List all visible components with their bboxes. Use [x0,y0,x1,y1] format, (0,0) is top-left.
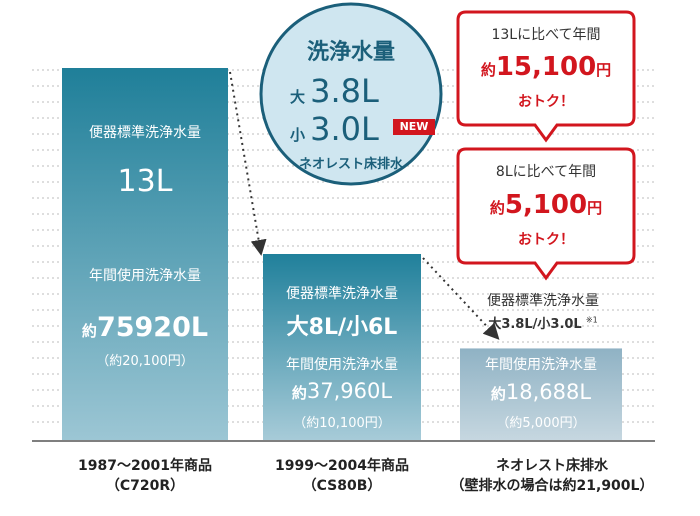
bar-1987-c720r [62,68,228,440]
bar1-annual-prefix: 約 [81,322,97,340]
x-label-3-line1: ネオレスト床排水 [496,458,608,474]
bar2-annual-prefix: 約 [291,384,307,402]
bar3-annual-yen: （約5,000円） [496,416,586,431]
bar2-std-label: 便器標準洗浄水量 [286,286,398,302]
callout1-line1: 13Lに比べて年間 [491,27,601,43]
bar1-std-value: 13L [117,164,173,199]
bar3-annual-value: 18,688L [505,380,592,404]
circle-small-value: 3.0L [310,110,379,148]
bar2-annual-value-line: 約37,960L [263,379,421,403]
circle-small-label: 小 [290,126,306,144]
bar3-std-small: 小3.0L [537,317,582,332]
x-label-1-line1: 1987〜2001年商品 [78,458,212,474]
bar1-annual-value: 75920L [96,312,209,343]
x-label-2-line1: 1999〜2004年商品 [275,458,409,474]
circle-big-label: 大 [290,88,306,106]
bar1-annual-yen: （約20,100円） [96,354,194,369]
circle-small-line: 小 3.0L [290,110,379,148]
callout2-line1: 8Lに比べて年間 [495,164,597,180]
callout-5100-bubble [456,147,636,281]
bar1-annual-value-line: 約75920L [62,312,228,343]
circle-footer: ネオレスト床排水 [298,157,403,172]
bar-1999-cs80b [263,254,421,440]
bar2-annual-yen: （約10,100円） [293,416,391,431]
x-label-3: ネオレスト床排水 （壁排水の場合は約21,900L） [437,456,667,496]
callout-15100-bubble [456,10,636,143]
callout2-amount-line: 約5,100円 [458,190,634,220]
bar1-annual-label: 年間使用洗浄水量 [89,268,201,284]
bar2-annual-value: 37,960L [306,379,393,403]
bar3-annual-prefix: 約 [490,385,506,403]
circle-title: 洗浄水量 [306,40,395,65]
bar-neorest [460,348,622,440]
x-label-1: 1987〜2001年商品 （C720R） [40,456,250,496]
x-label-2-line2: （CS80B） [302,478,382,494]
circle-badge [259,2,443,186]
bar3-annual-label: 年間使用洗浄水量 [485,357,597,373]
bar2-std-value: 大8L/小6L [286,315,398,340]
bar3-std-note: ※1 [585,315,598,325]
arrow-bar1-to-bar2 [229,71,267,256]
callout1-prefix: 約 [480,61,496,79]
bar3-std-sep: / [532,317,538,332]
callout1-amount-line: 約15,100円 [458,52,634,82]
x-label-3-line2: （壁排水の場合は約21,900L） [450,478,654,494]
new-badge: NEW [399,120,429,133]
callout1-amount: 15,100 [495,52,597,82]
callout1-line3: おトク！ [518,94,574,110]
bar3-annual-value-line: 約18,688L [460,380,622,404]
x-label-1-line2: （C720R） [105,478,185,494]
circle-big-line: 大 3.8L [290,72,379,110]
bar3-std-label: 便器標準洗浄水量 [487,293,599,309]
new-badge-bg [393,119,435,135]
bar2-annual-label: 年間使用洗浄水量 [286,357,398,373]
callout1-unit: 円 [596,61,612,79]
callout2-amount: 5,100 [504,190,588,220]
callout2-prefix: 約 [489,199,505,217]
bar3-std-value-line: 大3.8L/小3.0L ※1 [453,313,633,332]
bar1-std-label: 便器標準洗浄水量 [89,125,201,141]
circle-big-value: 3.8L [310,72,379,110]
callout2-line3: おトク！ [518,232,574,248]
callout2-unit: 円 [587,199,603,217]
x-label-2: 1999〜2004年商品 （CS80B） [237,456,447,496]
bar3-std-big: 大3.8L [488,317,533,332]
